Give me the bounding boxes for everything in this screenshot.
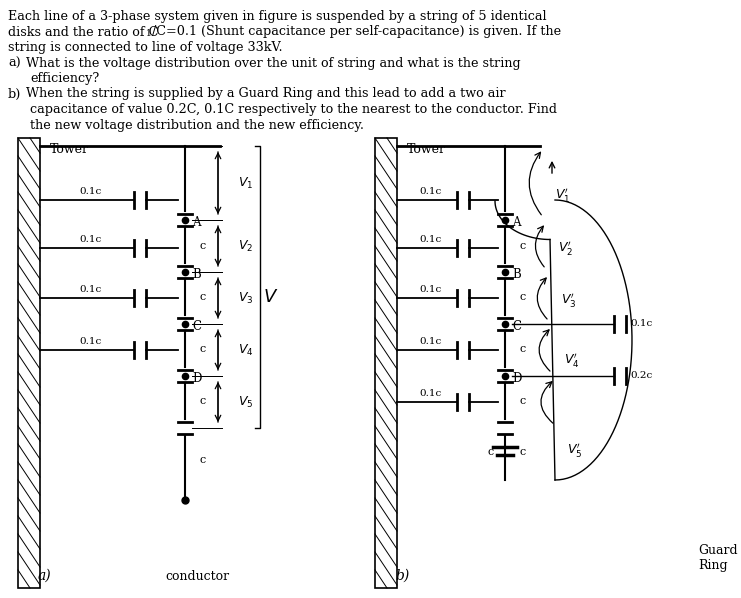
Text: 0.2c: 0.2c [630, 371, 652, 380]
Text: 0.1c: 0.1c [419, 235, 441, 244]
Text: b): b) [8, 87, 21, 100]
Text: What is the voltage distribution over the unit of string and what is the string: What is the voltage distribution over th… [26, 56, 521, 69]
Text: $V_3'$: $V_3'$ [561, 291, 576, 309]
Text: c: c [199, 396, 205, 406]
Text: D: D [192, 371, 202, 385]
Text: a): a) [8, 56, 21, 69]
Text: 0.1c: 0.1c [419, 285, 441, 294]
Text: the new voltage distribution and the new efficiency.: the new voltage distribution and the new… [30, 118, 364, 132]
Text: 0.1c: 0.1c [79, 187, 101, 196]
Text: c: c [487, 447, 494, 457]
Text: $V_3$: $V_3$ [238, 291, 253, 306]
Text: $V_5'$: $V_5'$ [567, 441, 582, 459]
Text: conductor: conductor [165, 570, 229, 583]
Text: disks and the ratio of C: disks and the ratio of C [8, 26, 159, 38]
Text: 0.1c: 0.1c [419, 187, 441, 196]
Text: $V$: $V$ [263, 288, 279, 306]
Text: B: B [512, 267, 521, 280]
Text: 0.1c: 0.1c [419, 337, 441, 346]
Text: $V_4'$: $V_4'$ [564, 351, 579, 369]
Text: When the string is supplied by a Guard Ring and this lead to add a two air: When the string is supplied by a Guard R… [26, 87, 505, 100]
Text: c: c [199, 292, 205, 302]
Text: c: c [519, 292, 525, 302]
Text: a): a) [38, 569, 52, 583]
Text: $V_2'$: $V_2'$ [558, 239, 573, 257]
Text: c: c [199, 241, 205, 251]
Text: c: c [519, 447, 525, 457]
Text: 1: 1 [146, 29, 152, 38]
Text: c: c [199, 455, 205, 465]
Text: 0.1c: 0.1c [419, 389, 441, 398]
Text: A: A [512, 215, 520, 228]
Text: Tower: Tower [50, 143, 89, 156]
Text: $V_1'$: $V_1'$ [555, 186, 571, 204]
Text: /C=0.1 (Shunt capacitance per self-capacitance) is given. If the: /C=0.1 (Shunt capacitance per self-capac… [152, 26, 561, 38]
Text: D: D [512, 371, 522, 385]
Text: c: c [519, 241, 525, 251]
Text: efficiency?: efficiency? [30, 72, 99, 85]
Text: $V_2$: $V_2$ [238, 239, 253, 254]
Text: capacitance of value 0.2C, 0.1C respectively to the nearest to the conductor. Fi: capacitance of value 0.2C, 0.1C respecti… [30, 103, 557, 116]
Text: Each line of a 3-phase system given in figure is suspended by a string of 5 iden: Each line of a 3-phase system given in f… [8, 10, 547, 23]
Text: c: c [199, 344, 205, 354]
Text: Guard
Ring: Guard Ring [698, 544, 737, 572]
Text: 0.1c: 0.1c [79, 337, 101, 346]
Text: A: A [192, 215, 201, 228]
Text: C: C [192, 319, 201, 332]
Text: 0.1c: 0.1c [79, 285, 101, 294]
Text: $V_4$: $V_4$ [238, 343, 253, 358]
Bar [18, 138, 40, 588]
Bar [375, 138, 397, 588]
Text: b): b) [395, 569, 409, 583]
Text: C: C [512, 319, 521, 332]
Text: $V_1$: $V_1$ [238, 175, 253, 191]
Text: c: c [519, 396, 525, 406]
Text: Tower: Tower [407, 143, 446, 156]
Text: string is connected to line of voltage 33kV.: string is connected to line of voltage 3… [8, 41, 282, 54]
Text: $V_5$: $V_5$ [238, 395, 253, 410]
Text: B: B [192, 267, 201, 280]
Text: 0.1c: 0.1c [630, 319, 652, 328]
Text: c: c [519, 344, 525, 354]
Text: 0.1c: 0.1c [79, 235, 101, 244]
